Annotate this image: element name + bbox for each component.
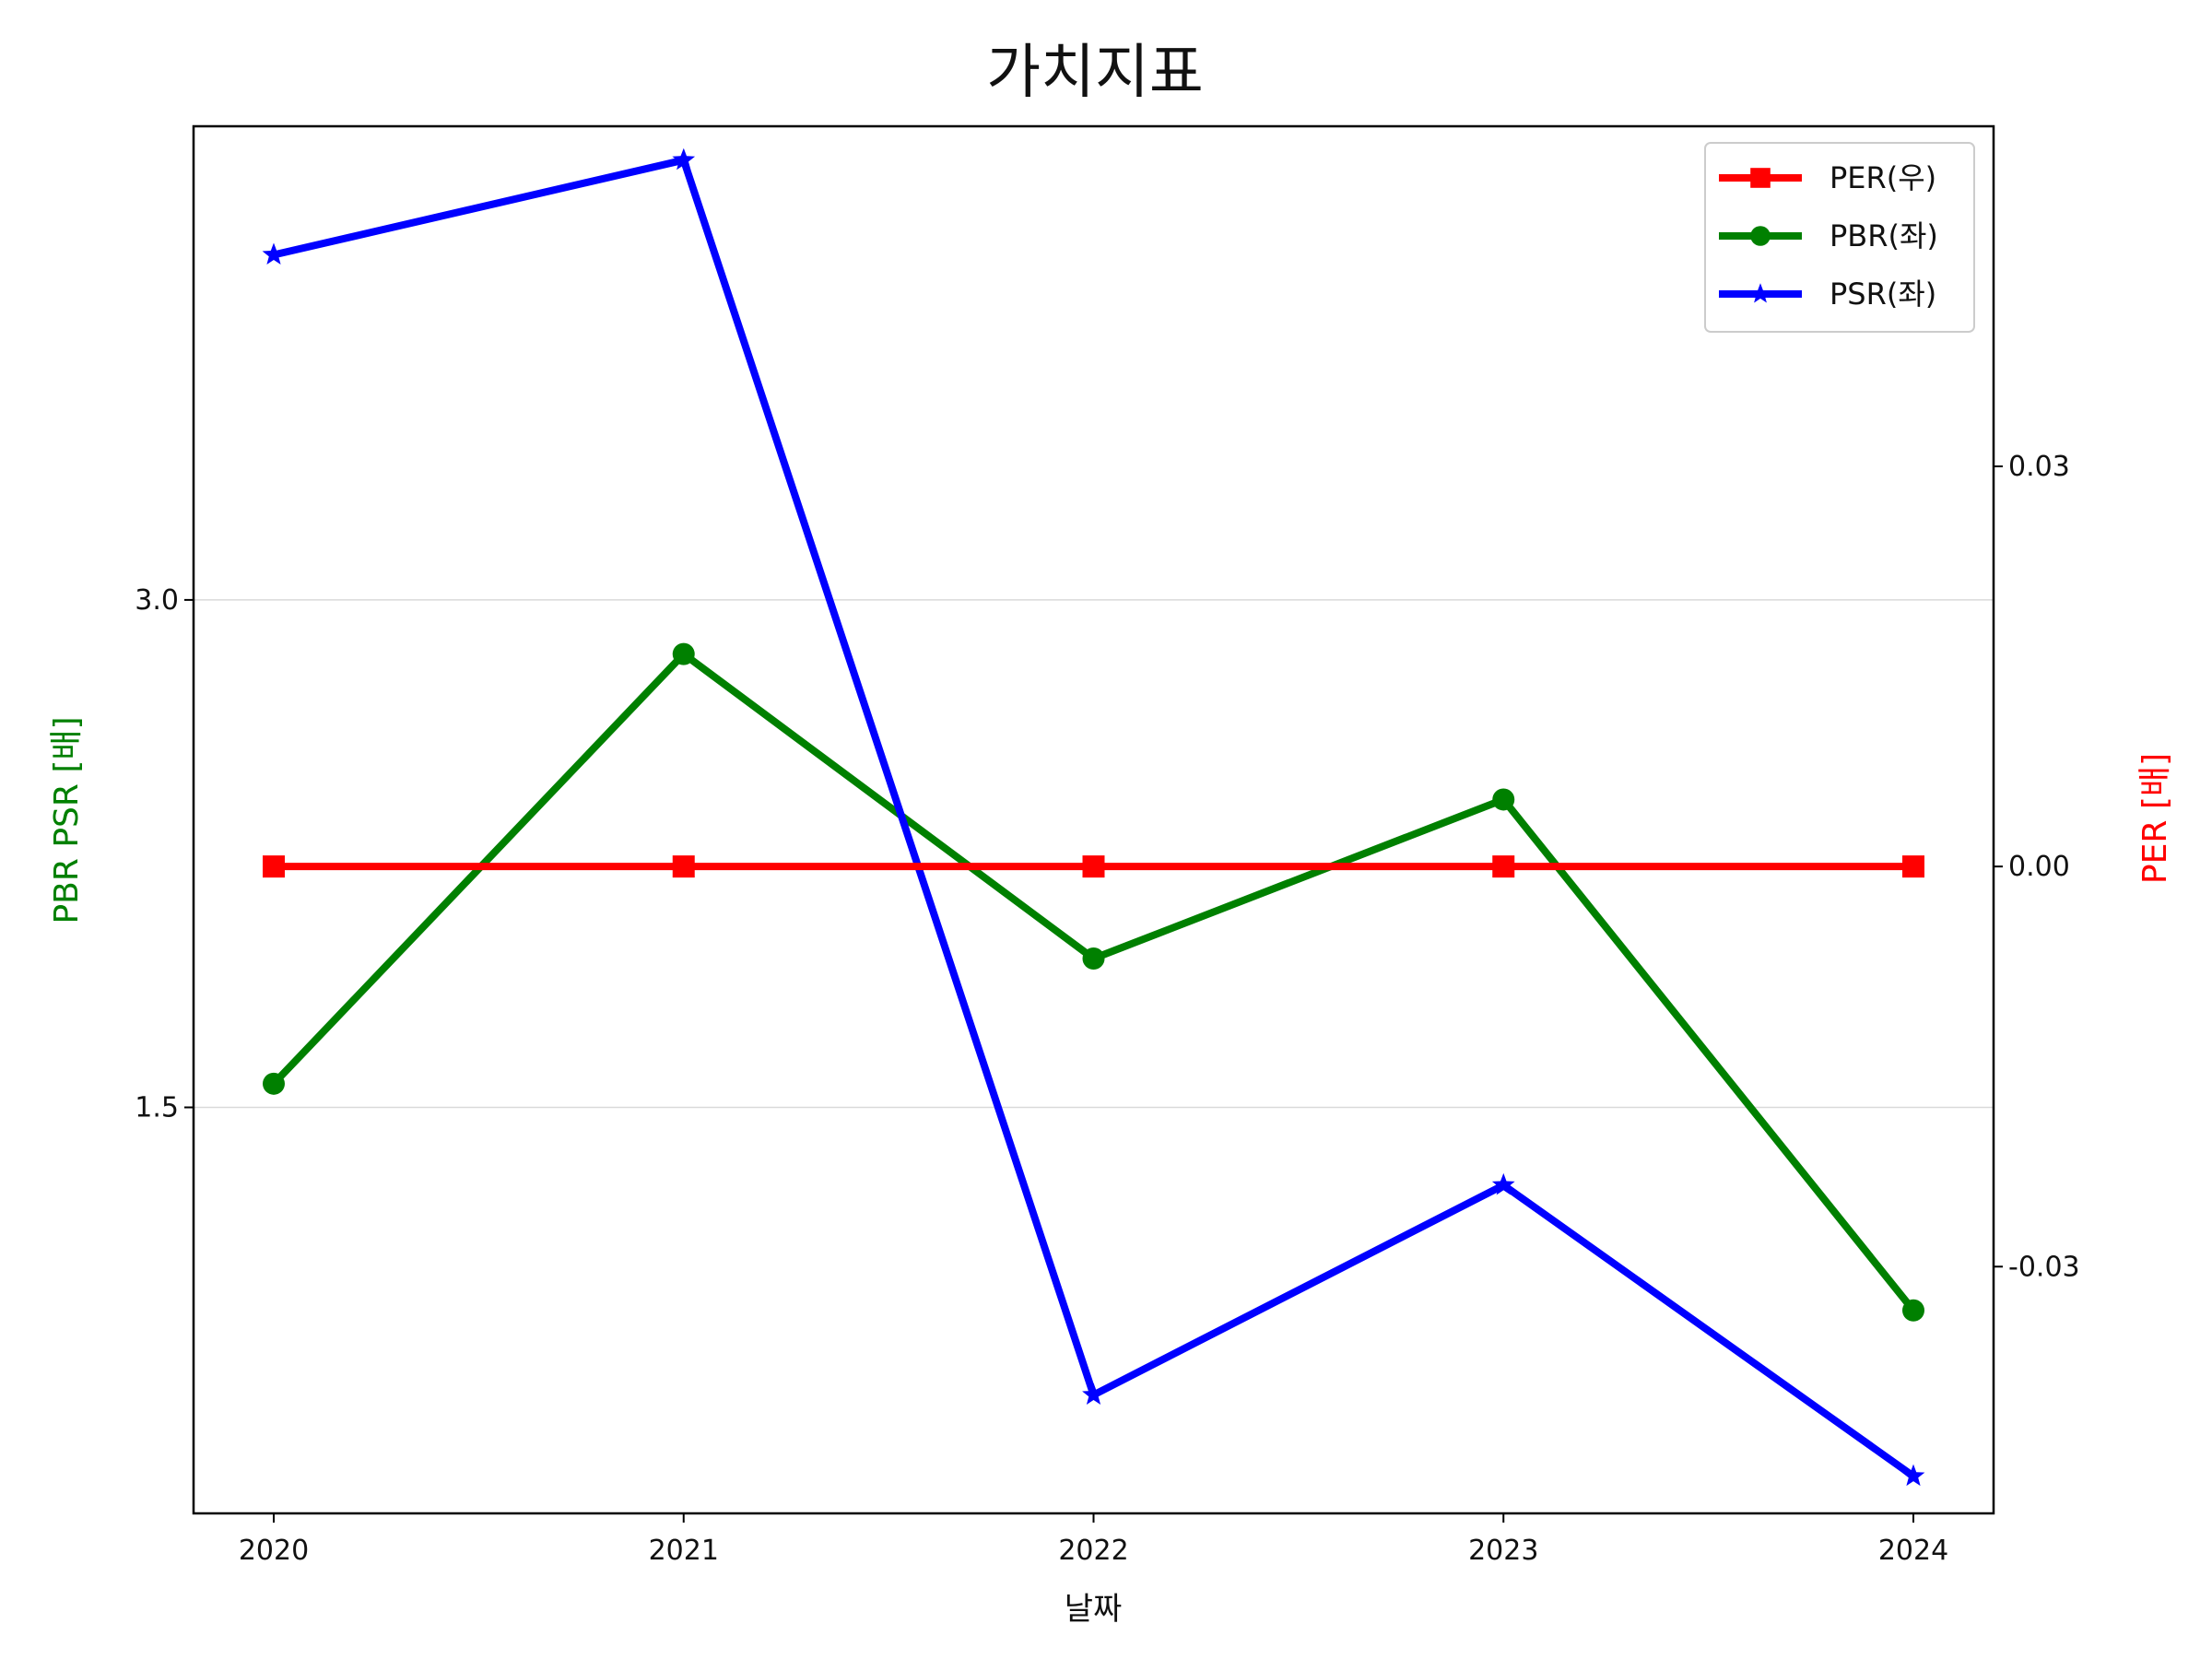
data-point-2024 <box>1901 1464 1925 1487</box>
series-PER(우) <box>263 855 1924 878</box>
x-tick-label-2020: 2020 <box>239 1535 309 1567</box>
left-tick-label: 3.0 <box>135 584 179 617</box>
legend-label: PBR(좌) <box>1830 218 1938 253</box>
data-point-2022 <box>1082 947 1105 970</box>
data-point-2023 <box>1492 788 1515 811</box>
left-tick-label: 1.5 <box>135 1092 179 1124</box>
data-point-2020 <box>263 855 285 878</box>
data-point-2023 <box>1492 855 1515 878</box>
legend-marker <box>1750 226 1771 246</box>
chart-title: 가치지표 <box>986 39 1204 107</box>
legend-label: PSR(좌) <box>1830 276 1936 312</box>
data-point-2020 <box>262 242 286 265</box>
data-point-2024 <box>1902 855 1924 878</box>
data-point-2022 <box>1082 1382 1105 1405</box>
right-axis-label: PER [배] <box>2136 753 2174 884</box>
series-PBR(좌) <box>263 642 1924 1322</box>
legend-entry-PSR(좌): PSR(좌) <box>1719 276 1936 312</box>
data-point-2021 <box>672 642 695 665</box>
data-point-2024 <box>1902 1299 1924 1322</box>
right-tick-label: -0.03 <box>2008 1251 2080 1283</box>
legend-box <box>1704 142 1975 333</box>
data-point-2023 <box>1491 1172 1515 1195</box>
series-layer <box>262 147 1925 1487</box>
data-point-2020 <box>263 1072 285 1095</box>
axis-ticks: 1.5 3.0 -0.03 0.00 0.03 2020 2021 2022 2023 2024 <box>135 451 2079 1567</box>
x-tick-label-2024: 2024 <box>1878 1535 1948 1567</box>
legend-entry-PER(우): PER(우) <box>1719 160 1936 195</box>
legend-entry-PBR(좌): PBR(좌) <box>1719 218 1938 253</box>
x-tick-label-2023: 2023 <box>1468 1535 1538 1567</box>
x-tick-label-2021: 2021 <box>649 1535 719 1567</box>
data-point-2022 <box>1082 855 1105 878</box>
legend-marker <box>1750 168 1771 188</box>
data-point-2021 <box>672 855 695 878</box>
legend-marker <box>1749 283 1771 303</box>
x-tick-label-2022: 2022 <box>1058 1535 1128 1567</box>
right-tick-label: 0.03 <box>2008 451 2070 483</box>
left-axis-label: PBR PSR [배] <box>48 716 86 924</box>
legend-label: PER(우) <box>1830 160 1936 195</box>
gridlines <box>194 599 1994 1109</box>
data-point-2021 <box>672 147 696 171</box>
series-PSR(좌) <box>262 147 1925 1487</box>
x-axis-label: 날짜 <box>1065 1591 1123 1628</box>
right-tick-label: 0.00 <box>2008 851 2070 883</box>
legend: PER(우) PBR(좌) PSR(좌) <box>1704 142 1975 333</box>
